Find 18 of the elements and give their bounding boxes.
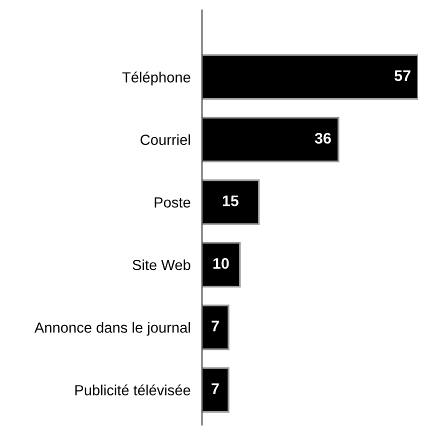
y-tick-label: Publicité télévisée — [75, 384, 190, 396]
bar — [202, 179, 260, 225]
y-tick-label: Annonce dans le journal — [34, 322, 190, 336]
data-label: 7 — [212, 320, 219, 332]
bar — [202, 242, 241, 288]
data-label: 7 — [212, 383, 219, 394]
bar — [202, 116, 340, 162]
y-tick-label: Poste — [154, 197, 190, 208]
bar — [202, 304, 230, 350]
data-label: 10 — [213, 258, 229, 269]
data-label: 36 — [314, 132, 331, 144]
y-tick-label: Téléphone — [122, 72, 190, 86]
bar — [202, 367, 230, 413]
data-label: 57 — [394, 70, 410, 82]
y-tick-label: Site Web — [132, 259, 190, 270]
y-tick-label: Courriel — [140, 134, 190, 145]
bar — [202, 54, 418, 100]
data-label: 15 — [222, 196, 238, 206]
